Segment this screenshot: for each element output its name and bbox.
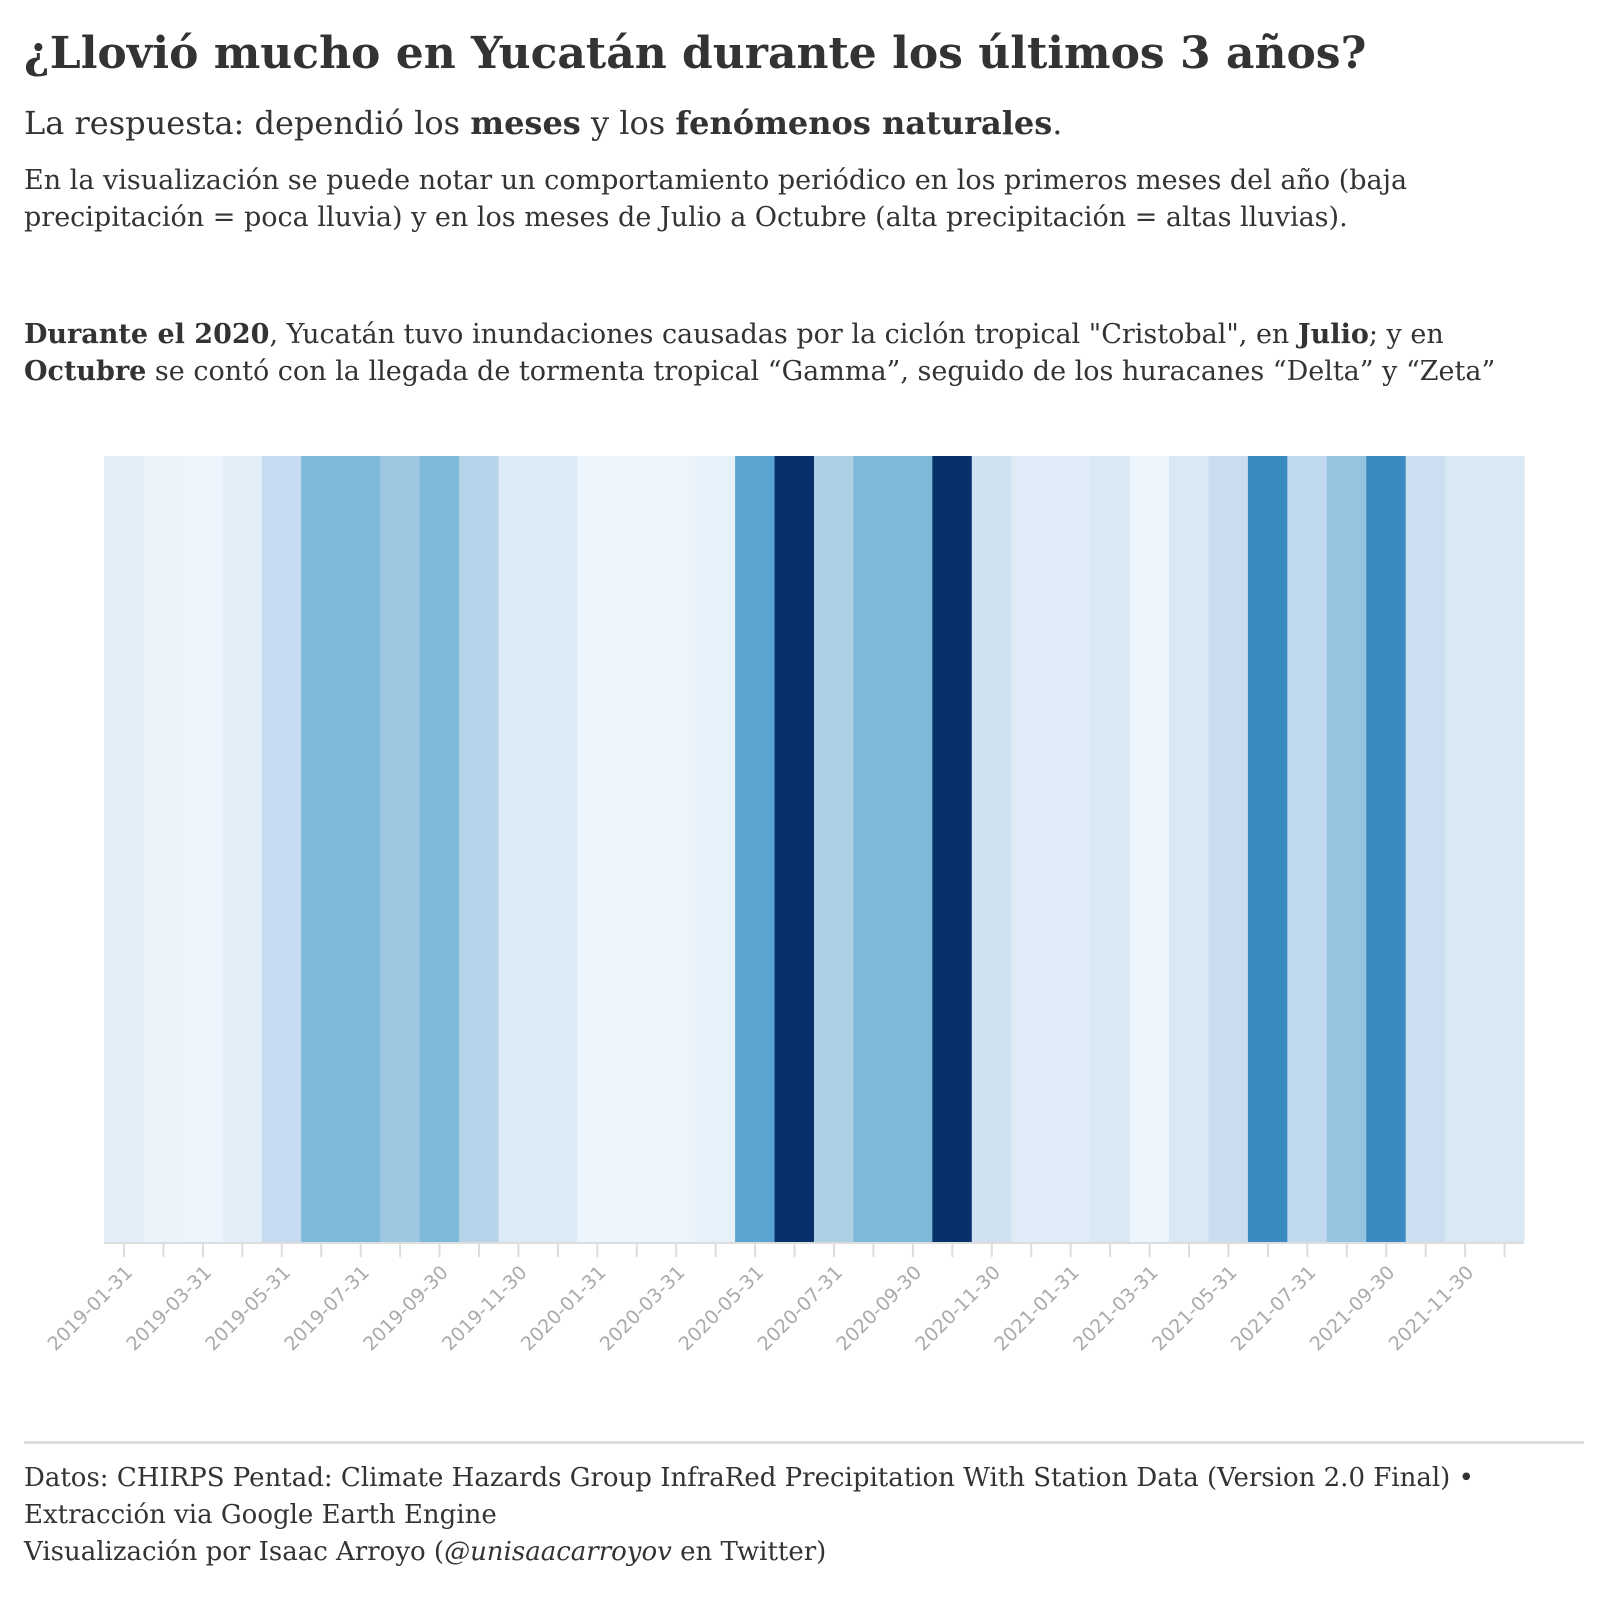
heatmap-cell-2020-02-29	[616, 456, 657, 1242]
chart-title: ¿Llovió mucho en Yucatán durante los últ…	[24, 28, 1367, 79]
footer-author-suffix: en Twitter)	[671, 1537, 827, 1567]
heatmap-cell-2021-07-31	[1287, 456, 1328, 1242]
subtitle-bold-meses: meses	[470, 104, 581, 142]
heatmap-cell-2019-09-30	[419, 456, 460, 1242]
heatmap-cell-2019-05-31	[261, 456, 302, 1242]
subtitle-text-3: .	[1052, 104, 1063, 142]
subtitle-text-2: y los	[580, 104, 676, 142]
heatmap-cell-2019-07-31	[340, 456, 381, 1242]
note-bold-octubre: Octubre	[24, 356, 147, 387]
heatmap-cell-2021-11-30	[1445, 456, 1486, 1242]
heatmap-cell-2021-04-30	[1169, 456, 1209, 1242]
footer-twitter-handle: @unisaacarroyov	[444, 1537, 672, 1567]
footer-credits: Datos: CHIRPS Pentad: Climate Hazards Gr…	[24, 1460, 1584, 1571]
heatmap-cell-2021-05-31	[1208, 456, 1249, 1242]
heatmap-cell-2020-03-31	[656, 456, 697, 1242]
note-text-2: ; y en	[1368, 319, 1444, 350]
chart-description: En la visualización se puede notar un co…	[24, 165, 1408, 233]
heatmap-cell-2021-01-31	[1050, 456, 1091, 1242]
heatmap-cell-2021-06-30	[1247, 456, 1288, 1242]
footer-data-source: Datos: CHIRPS Pentad: Climate Hazards Gr…	[24, 1463, 1474, 1530]
heatmap-cell-2020-12-31	[1011, 456, 1052, 1242]
heatmap-cell-2020-10-31	[932, 456, 973, 1242]
heatmap-cell-2020-04-30	[695, 456, 736, 1242]
heatmap-cell-2020-06-30	[774, 456, 815, 1242]
heatmap-cell-2021-10-31	[1405, 456, 1446, 1242]
heatmap-cell-2021-02-28	[1090, 456, 1131, 1242]
heatmap-cell-2021-09-30	[1366, 456, 1407, 1242]
precipitation-heatmap: 2019-01-312019-03-312019-05-312019-07-31…	[44, 456, 1525, 1356]
heatmap-cell-2019-01-31	[104, 456, 144, 1242]
chart-subtitle: La respuesta: dependió los meses y los f…	[24, 104, 1584, 142]
footer-author-text: Visualización por Isaac Arroyo (	[24, 1537, 445, 1567]
heatmap-cell-2019-03-31	[182, 456, 223, 1242]
heatmap-cell-2021-03-31	[1129, 456, 1170, 1242]
heatmap-cell-2019-06-30	[301, 456, 342, 1242]
heatmap-cell-2020-08-31	[853, 456, 894, 1242]
heatmap-cell-2020-11-30	[971, 456, 1012, 1242]
subtitle-text-1: La respuesta: dependió los	[24, 104, 471, 142]
note-text-3: se contó con la llegada de tormenta trop…	[146, 356, 1496, 387]
heatmap-cell-2019-04-30	[222, 456, 263, 1242]
x-axis-tick-labels: 2019-01-312019-03-312019-05-312019-07-31…	[44, 1262, 1479, 1356]
chart-note-2020: Durante el 2020, Yucatán tuvo inundacion…	[24, 316, 1564, 390]
heatmap-cell-2021-12-31	[1484, 456, 1525, 1242]
heatmap-cell-2020-07-31	[814, 456, 854, 1242]
heatmap-cells	[104, 456, 1525, 1242]
note-bold-julio: Julio	[1297, 319, 1369, 350]
heatmap-cell-2020-01-31	[577, 456, 618, 1242]
note-bold-2020: Durante el 2020	[24, 319, 270, 350]
heatmap-cell-2020-09-30	[892, 456, 933, 1242]
heatmap-cell-2019-08-31	[380, 456, 421, 1242]
note-text-1: , Yucatán tuvo inundaciones causadas por…	[269, 319, 1298, 350]
subtitle-bold-fenomenos: fenómenos naturales	[675, 104, 1053, 142]
x-axis-ticks	[123, 1243, 1506, 1257]
x-tick-label: 2021-11-30	[1385, 1262, 1479, 1356]
heatmap-cell-2019-11-30	[498, 456, 539, 1242]
heatmap-cell-2019-12-31	[537, 456, 578, 1242]
footer-author: Visualización por Isaac Arroyo (@unisaac…	[24, 1534, 1584, 1571]
heatmap-cell-2021-08-31	[1326, 456, 1367, 1242]
heatmap-cell-2019-10-31	[459, 456, 499, 1242]
heatmap-cell-2020-05-31	[735, 456, 776, 1242]
heatmap-cell-2019-02-28	[143, 456, 184, 1242]
footer-divider	[24, 1441, 1584, 1444]
